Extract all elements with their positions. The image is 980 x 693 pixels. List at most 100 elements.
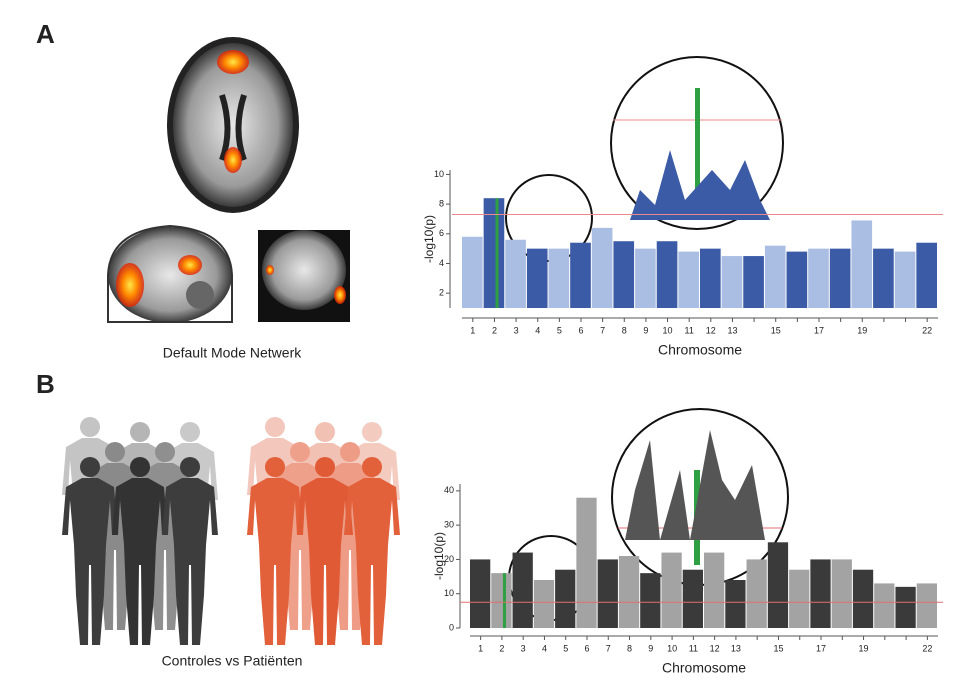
caption: Controles vs Patiënten: [162, 653, 303, 669]
x-tick-label: 17: [816, 643, 826, 653]
y-tick-label: 40: [444, 485, 454, 495]
chromosome-signal: [874, 583, 895, 628]
chromosome-signal: [721, 256, 743, 308]
chromosome-signal: [462, 236, 483, 308]
chromosome-signal: [873, 248, 894, 308]
chromosome-signal: [678, 251, 699, 308]
x-tick-label: 7: [600, 325, 605, 335]
chromosome-signal: [533, 580, 555, 628]
x-tick-label: 13: [731, 643, 741, 653]
chromosome-signal: [916, 242, 937, 308]
x-tick-label: 8: [622, 325, 627, 335]
x-tick-label: 5: [563, 643, 568, 653]
silhouettes: [62, 417, 400, 645]
chromosome-signal: [635, 248, 656, 308]
x-tick-label: 10: [667, 643, 677, 653]
x-tick-label: 22: [922, 325, 932, 335]
x-tick-label: 15: [773, 643, 783, 653]
x-tick-label: 15: [771, 325, 781, 335]
y-tick-label: 0: [449, 622, 454, 632]
x-tick-label: 10: [663, 325, 673, 335]
chromosome-signal: [591, 227, 613, 308]
zoom-detail: [613, 88, 782, 565]
x-tick-label: 3: [521, 643, 526, 653]
chromosome-signal: [597, 559, 618, 628]
chromosome-signal: [831, 559, 852, 628]
chromosome-signal: [656, 241, 678, 308]
chromosome-signal: [743, 256, 764, 308]
chromosome-signal: [491, 573, 512, 628]
y-tick-label: 8: [439, 199, 444, 209]
x-tick-label: 5: [557, 325, 562, 335]
x-tick-label: 3: [514, 325, 519, 335]
chromosome-signal: [852, 569, 874, 628]
x-tick-label: 1: [478, 643, 483, 653]
y-axis-label: -log10(p): [432, 532, 446, 580]
chromosome-signal: [700, 248, 721, 308]
chromosome-signal: [682, 569, 703, 628]
chromosome-signal: [640, 573, 661, 628]
chromosome-signal: [725, 580, 746, 628]
chromosome-signal: [576, 497, 597, 628]
x-tick-label: 11: [685, 325, 694, 335]
x-tick-label: 22: [922, 643, 932, 653]
chromosome-signal: [894, 251, 916, 308]
x-tick-label: 12: [706, 325, 716, 335]
x-tick-label: 12: [710, 643, 720, 653]
highlight-locus: [495, 198, 499, 308]
x-tick-label: 9: [643, 325, 648, 335]
chromosome-signal: [613, 241, 635, 308]
x-tick-label: 6: [584, 643, 589, 653]
chromosome-signal: [895, 586, 916, 628]
x-axis-label: Chromosome: [658, 342, 742, 358]
y-axis-label: -log10(p): [422, 215, 436, 263]
brain-images: [107, 37, 350, 323]
chromosome-signal: [618, 556, 640, 628]
chromosome-signal: [555, 569, 576, 628]
x-tick-label: 2: [492, 325, 497, 335]
x-tick-label: 19: [857, 325, 867, 335]
chromosome-signal: [916, 583, 937, 628]
y-tick-label: 6: [439, 228, 444, 238]
y-tick-label: 20: [444, 554, 454, 564]
y-tick-label: 4: [439, 258, 444, 268]
x-axis-label: Chromosome: [662, 660, 746, 676]
x-tick-label: 4: [535, 325, 540, 335]
x-tick-label: 17: [814, 325, 824, 335]
x-tick-label: 13: [727, 325, 737, 335]
chromosome-signal: [767, 542, 789, 628]
chromosome-signal: [810, 559, 831, 628]
x-tick-label: 7: [606, 643, 611, 653]
chromosome-signal: [570, 242, 591, 308]
chromosome-signal: [483, 198, 505, 308]
chromosome-signal: [764, 245, 786, 308]
x-tick-label: 4: [542, 643, 547, 653]
x-tick-label: 8: [627, 643, 632, 653]
highlight-locus: [502, 573, 506, 628]
panel-label: B: [36, 369, 55, 399]
y-tick-label: 30: [444, 520, 454, 530]
chromosome-signal: [851, 220, 873, 308]
caption: Default Mode Netwerk: [163, 345, 303, 361]
y-tick-label: 10: [444, 588, 454, 598]
x-tick-label: 9: [648, 643, 653, 653]
panel-label: A: [36, 19, 55, 49]
chromosome-signal: [786, 251, 808, 308]
y-tick-label: 10: [434, 169, 444, 179]
x-tick-label: 11: [689, 643, 698, 653]
chromosome-signal: [704, 552, 725, 628]
chromosome-signal: [512, 552, 533, 628]
chromosome-signal: [661, 552, 682, 628]
chromosome-signal: [829, 248, 851, 308]
chromosome-signal: [505, 239, 526, 308]
x-tick-label: 6: [578, 325, 583, 335]
chromosome-signal: [548, 248, 570, 308]
x-tick-label: 2: [499, 643, 504, 653]
y-tick-label: 2: [439, 288, 444, 298]
chromosome-signal: [789, 569, 810, 628]
x-tick-label: 1: [470, 325, 475, 335]
chromosome-signal: [526, 248, 548, 308]
chromosome-signal: [808, 248, 829, 308]
